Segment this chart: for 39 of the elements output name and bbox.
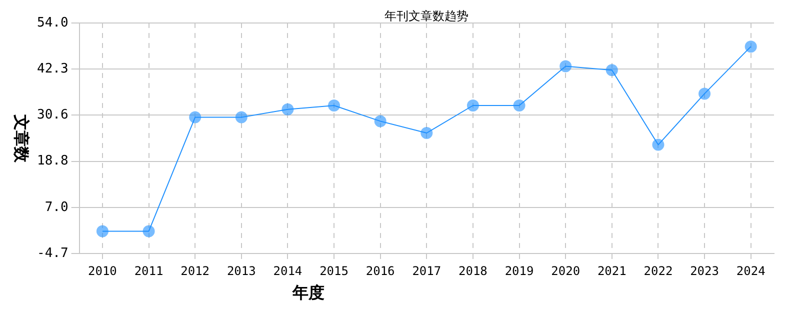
point: [513, 100, 526, 112]
y-tick-label: 54.0: [36, 15, 68, 30]
x-tick-label: 2012: [180, 264, 210, 278]
point: [698, 88, 711, 100]
point: [560, 60, 572, 72]
x-tick-label: 2024: [736, 264, 766, 278]
point: [282, 103, 294, 116]
x-axis-title: 年度: [292, 282, 325, 302]
point: [189, 111, 202, 124]
point: [466, 100, 479, 112]
x-tick-label: 2017: [412, 264, 442, 278]
point: [235, 111, 248, 124]
point: [374, 115, 386, 128]
point: [142, 225, 155, 238]
y-tick-label: 42.3: [36, 61, 68, 76]
x-tick-label: 2011: [134, 264, 164, 278]
x-tick-label: 2019: [504, 264, 534, 278]
x-tick-label: 2022: [644, 264, 673, 278]
y-tick-label: 7.0: [44, 200, 68, 216]
y-axis-title: 文章数: [12, 113, 31, 164]
x-tick-label: 2018: [458, 264, 488, 278]
y-tick-label: 18.8: [36, 154, 68, 169]
x-tick-label: 2015: [320, 264, 348, 278]
x-tick-label: 2014: [273, 264, 302, 278]
point: [744, 40, 757, 53]
x-tick-label: 2013: [226, 264, 256, 278]
point: [328, 100, 340, 112]
y-tick-label: -4.7: [36, 246, 68, 261]
x-tick-label: 2010: [88, 264, 117, 278]
x-tick-label: 2023: [690, 264, 719, 278]
point: [606, 64, 618, 76]
x-tick-label: 2016: [366, 264, 395, 278]
point: [420, 126, 433, 139]
x-tick-label: 2020: [551, 264, 580, 278]
y-tick-label: 30.6: [36, 107, 68, 122]
point: [96, 225, 108, 238]
chart-title: 年刊文章数趋势: [384, 9, 469, 24]
point: [652, 138, 664, 151]
x-tick-label: 2021: [597, 264, 626, 278]
